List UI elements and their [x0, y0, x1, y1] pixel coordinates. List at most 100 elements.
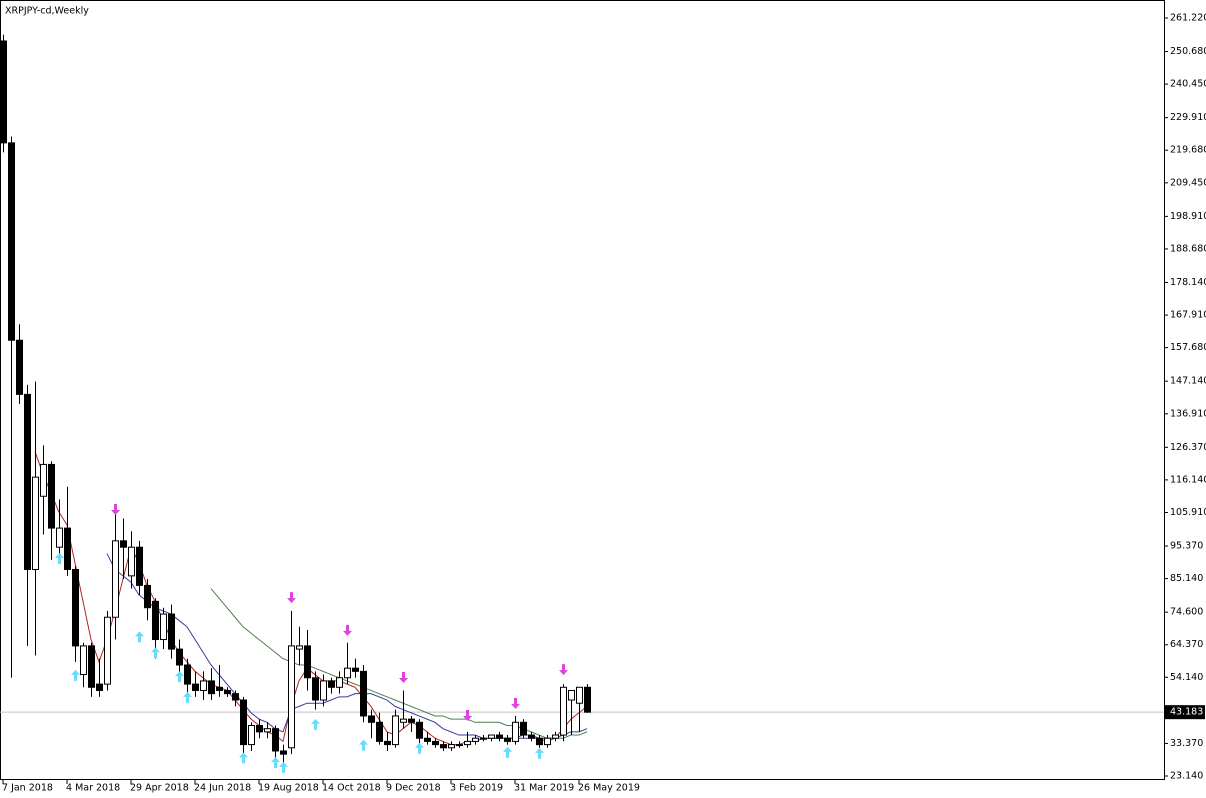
chart-title: XRPJPY-cd,Weekly — [5, 6, 89, 17]
y-tick-label: 147.140 — [1170, 376, 1206, 387]
candle-body — [536, 737, 543, 746]
current-price-box — [1165, 705, 1205, 720]
candle-body — [152, 600, 159, 641]
sell-arrow — [287, 592, 296, 604]
buy-arrow — [271, 757, 280, 769]
y-tick-label: 105.910 — [1170, 507, 1206, 518]
candle-body — [336, 677, 343, 688]
candle-body — [104, 616, 111, 685]
candle-body — [80, 645, 87, 676]
y-tick-label: 116.140 — [1170, 474, 1206, 485]
candle-body — [192, 683, 199, 691]
candle-body — [440, 744, 447, 749]
candle-body — [256, 724, 263, 733]
candle-body — [360, 670, 367, 717]
y-tick-label: 219.680 — [1170, 145, 1206, 156]
candle-body — [408, 718, 415, 723]
y-tick-label: 23.140 — [1170, 770, 1203, 781]
candle-body — [248, 724, 255, 746]
candle-body — [120, 540, 127, 548]
candle-body — [264, 728, 271, 733]
candle-body — [424, 737, 431, 742]
y-tick-label: 54.140 — [1170, 672, 1203, 683]
plot-frame — [0, 0, 1165, 780]
buy-arrow — [183, 691, 192, 703]
candle-body — [576, 686, 583, 704]
candle-body — [352, 667, 359, 672]
y-tick-label: 157.680 — [1170, 342, 1206, 353]
candle-body — [288, 645, 295, 749]
candle-body — [136, 546, 143, 586]
candle-body — [0, 40, 7, 144]
candle-body — [40, 463, 47, 497]
candle-body — [328, 680, 335, 688]
x-tick-label: 26 May 2019 — [578, 783, 640, 794]
candle-body — [232, 693, 239, 701]
candle-body — [448, 744, 455, 749]
current-price-label: 43.183 — [1170, 707, 1203, 718]
candle-body — [48, 463, 55, 529]
candle-body — [312, 677, 319, 701]
y-tick-label: 95.370 — [1170, 541, 1203, 552]
buy-arrow — [71, 669, 80, 681]
candle-body — [176, 648, 183, 666]
candle-body — [400, 718, 407, 723]
x-tick-label: 4 Mar 2018 — [66, 783, 120, 794]
candle-body — [64, 527, 71, 570]
y-tick-label: 198.910 — [1170, 211, 1206, 222]
x-tick-label: 19 Aug 2018 — [258, 783, 319, 794]
x-tick-label: 9 Dec 2018 — [386, 783, 441, 794]
x-tick-label: 24 Jun 2018 — [194, 783, 251, 794]
x-tick-label: 29 Apr 2018 — [130, 783, 189, 794]
sell-arrow — [559, 664, 568, 676]
sell-arrow — [399, 672, 408, 684]
candle-body — [272, 728, 279, 752]
candle-body — [464, 740, 471, 746]
candle-body — [496, 734, 503, 739]
y-tick-label: 229.910 — [1170, 112, 1206, 123]
y-tick-label: 64.370 — [1170, 639, 1203, 650]
y-tick-label: 261.220 — [1170, 12, 1206, 23]
buy-arrow — [311, 718, 320, 730]
candle-body — [520, 721, 527, 736]
candle-body — [200, 680, 207, 691]
buy-arrow — [503, 746, 512, 758]
candle-body — [208, 680, 215, 695]
candle-body — [568, 689, 575, 701]
sell-arrow — [463, 709, 472, 721]
candle-body — [240, 699, 247, 746]
buy-arrow — [55, 553, 64, 565]
sell-arrow — [511, 697, 520, 709]
candle-body — [8, 142, 15, 341]
y-tick-label: 240.450 — [1170, 79, 1206, 90]
candle-body — [88, 645, 95, 688]
buy-arrow — [151, 647, 160, 659]
candle-body — [184, 664, 191, 685]
candle-body — [304, 645, 311, 679]
sell-arrow — [343, 624, 352, 636]
candle-body — [528, 734, 535, 739]
candle-body — [32, 476, 39, 570]
candle-body — [504, 737, 511, 742]
candle-body — [472, 737, 479, 742]
buy-arrow — [535, 747, 544, 759]
x-tick-label: 7 Jan 2018 — [2, 783, 53, 794]
candle-body — [344, 667, 351, 679]
candle-body — [56, 527, 63, 548]
y-tick-label: 136.910 — [1170, 408, 1206, 419]
candle-body — [128, 546, 135, 577]
buy-arrow — [359, 739, 368, 751]
candle-body — [216, 686, 223, 691]
candle-body — [584, 686, 591, 713]
candle-body — [16, 339, 23, 395]
x-tick-label: 14 Oct 2018 — [322, 783, 381, 794]
y-tick-label: 33.370 — [1170, 738, 1203, 749]
y-tick-label: 250.680 — [1170, 46, 1206, 57]
buy-arrow — [135, 631, 144, 643]
y-tick-label: 167.910 — [1170, 310, 1206, 321]
y-tick-label: 85.140 — [1170, 573, 1203, 584]
candle-body — [480, 737, 487, 740]
candle-body — [224, 689, 231, 695]
